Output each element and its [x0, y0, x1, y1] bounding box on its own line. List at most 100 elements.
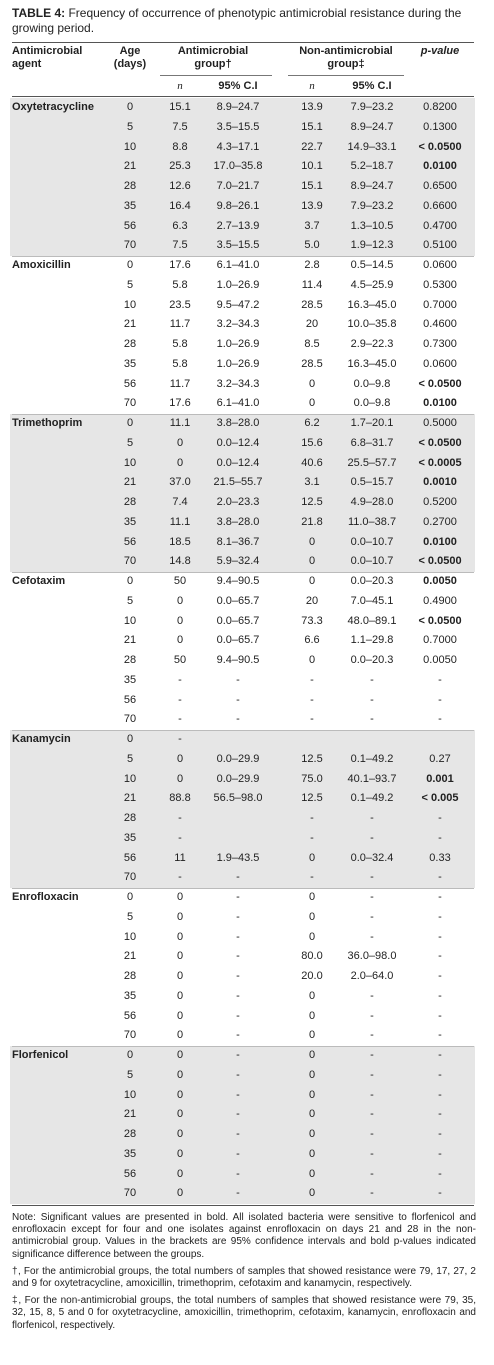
age: 35	[123, 1147, 137, 1160]
ci: -	[236, 989, 240, 1002]
ci: 48.0–89.1	[347, 614, 397, 627]
group-band	[10, 98, 475, 256]
p-value: < 0.0500	[418, 614, 462, 627]
group-band	[10, 572, 475, 730]
ci: 14.9–33.1	[347, 140, 397, 153]
age: 35	[123, 515, 137, 528]
n: -	[178, 673, 182, 686]
ci: 3.2–34.3	[216, 318, 260, 331]
ci: 6.1–41.0	[216, 259, 260, 271]
age: 35	[123, 673, 137, 686]
ci: 9.4–90.5	[216, 654, 260, 666]
n: 0	[176, 1009, 184, 1022]
age: 0	[126, 891, 134, 903]
age: 35	[123, 831, 137, 844]
group-band	[10, 256, 475, 414]
n: -	[178, 871, 182, 884]
ci: -	[236, 910, 240, 923]
age: 5	[126, 752, 134, 765]
ci: -	[236, 1167, 240, 1180]
n: 15.6	[301, 436, 323, 449]
p-value: 0.33	[429, 851, 451, 864]
p-value: 0.8200	[423, 101, 457, 113]
ci: -	[370, 1187, 374, 1200]
group-rule	[12, 1046, 474, 1047]
n: 0	[176, 1088, 184, 1101]
n: 8.8	[172, 140, 188, 153]
ci: -	[370, 871, 374, 884]
ci: -	[370, 831, 374, 844]
n: 18.5	[169, 535, 191, 548]
ci: 7.0–21.7	[216, 180, 260, 192]
p-value: -	[438, 930, 442, 943]
n: 12.6	[169, 180, 191, 192]
ci: 40.1–93.7	[347, 772, 397, 785]
age: 70	[123, 239, 137, 252]
n: 0	[308, 575, 316, 587]
ci: -	[236, 1147, 240, 1160]
n: 2.8	[304, 259, 320, 271]
n: 0	[308, 891, 316, 903]
n: 17.6	[169, 259, 191, 271]
n: 0	[176, 456, 184, 469]
group-rule	[12, 256, 474, 257]
ci: -	[370, 1147, 374, 1160]
n: 0	[176, 436, 184, 449]
n: 10.1	[301, 160, 323, 173]
group-band	[10, 888, 475, 1046]
n: 0	[176, 1108, 184, 1121]
p-value: -	[438, 673, 442, 686]
title-text: Frequency of occurrence of phenotypic an…	[12, 6, 462, 35]
n: 13.9	[301, 199, 323, 212]
header-ci1: 95% C.I	[218, 80, 258, 92]
n: 0	[176, 634, 184, 647]
ci: -	[236, 1187, 240, 1200]
n: 0	[308, 1068, 316, 1081]
ci: -	[236, 1029, 240, 1042]
n: 28.5	[301, 298, 323, 311]
n: 11	[174, 851, 186, 864]
ci: -	[236, 673, 240, 686]
n: 88.8	[169, 792, 191, 805]
n: 16.4	[169, 199, 191, 212]
age: 70	[123, 555, 137, 568]
n: 0	[308, 851, 316, 864]
n: -	[178, 713, 182, 726]
ci: -	[236, 1128, 240, 1140]
n: 0	[176, 989, 184, 1002]
ci: 8.1–36.7	[216, 535, 260, 548]
n: 11.1	[169, 515, 191, 528]
n: 21.8	[301, 515, 323, 528]
n: 0	[308, 1147, 316, 1160]
n: 0	[176, 1049, 184, 1061]
ci: 3.8–28.0	[216, 417, 260, 429]
ci: -	[370, 1128, 374, 1140]
n: 0	[176, 752, 184, 765]
n: 25.3	[169, 160, 191, 173]
n: 5.8	[172, 357, 188, 370]
ci: 10.0–35.8	[347, 318, 397, 331]
agent: Trimethoprim	[12, 417, 83, 429]
p-value: 0.0100	[423, 160, 457, 173]
n: 0	[308, 930, 316, 943]
ci: 3.8–28.0	[216, 515, 260, 528]
n: 15.1	[301, 120, 323, 133]
age: 70	[123, 1029, 137, 1042]
group-rule	[12, 888, 474, 889]
header-agent: Antimicrobial agent	[12, 45, 83, 70]
ci: -	[370, 930, 374, 943]
p-value: -	[438, 1029, 442, 1042]
n: 0	[176, 772, 184, 785]
header-age: Age (days)	[113, 45, 147, 70]
n: 0	[308, 1029, 316, 1042]
n: 15.1	[169, 101, 191, 113]
n: 0	[176, 950, 184, 963]
ci: 0.1–49.2	[350, 752, 394, 765]
header-group1: Antimicrobial group†	[177, 45, 249, 70]
ci: -	[370, 1049, 374, 1061]
n: 6.2	[304, 417, 320, 429]
age: 21	[123, 318, 137, 331]
n: 73.3	[301, 614, 323, 627]
age: 28	[123, 338, 137, 350]
ci: -	[236, 1068, 240, 1081]
